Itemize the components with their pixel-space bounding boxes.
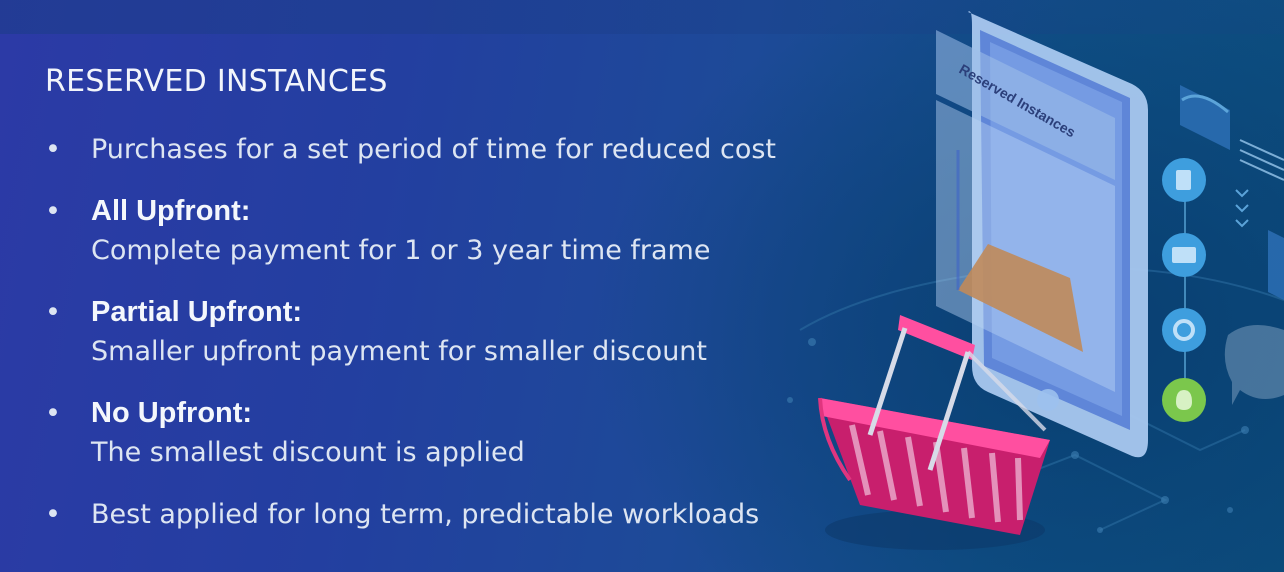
bullet-text: The smallest discount is applied bbox=[91, 437, 525, 468]
bullet-text: Complete payment for 1 or 3 year time fr… bbox=[91, 235, 711, 266]
bullet-text: Purchases for a set period of time for r… bbox=[91, 134, 776, 165]
bullet-dot: • bbox=[45, 398, 61, 429]
bullet-item: • Best applied for long term, predictabl… bbox=[45, 495, 845, 534]
slide-title: RESERVED INSTANCES bbox=[45, 64, 388, 99]
home-button-icon bbox=[1037, 389, 1059, 411]
bullet-item: • No Upfront: The smallest discount is a… bbox=[45, 394, 845, 472]
bullet-dot: • bbox=[45, 134, 61, 165]
bullet-item: • Purchases for a set period of time for… bbox=[45, 130, 845, 169]
bullet-dot: • bbox=[45, 297, 61, 328]
bullet-heading: No Upfront: bbox=[91, 397, 253, 429]
side-icon-column bbox=[1162, 158, 1206, 422]
chat-bubble-icon bbox=[1224, 325, 1284, 405]
bullet-dot: • bbox=[45, 196, 61, 227]
right-widgets bbox=[1180, 85, 1284, 405]
bullet-text: Smaller upfront payment for smaller disc… bbox=[91, 336, 708, 367]
gear-icon bbox=[1162, 308, 1206, 352]
bullet-dot: • bbox=[45, 499, 61, 530]
basket-icon bbox=[818, 315, 1050, 550]
top-band bbox=[0, 0, 1284, 34]
bullet-heading: All Upfront: bbox=[91, 195, 251, 227]
phone-header-panel bbox=[936, 30, 1115, 180]
bullet-list: • Purchases for a set period of time for… bbox=[45, 130, 845, 534]
bullet-text: Best applied for long term, predictable … bbox=[91, 499, 760, 530]
bullet-item: • All Upfront: Complete payment for 1 or… bbox=[45, 192, 845, 270]
chart-area-icon bbox=[958, 244, 1083, 352]
reserved-instances-illustration: Reserved Instances bbox=[787, 11, 1284, 550]
bullet-item: • Partial Upfront: Smaller upfront payme… bbox=[45, 293, 845, 371]
bullet-heading: Partial Upfront: bbox=[91, 296, 303, 328]
phone: Reserved Instances bbox=[936, 11, 1148, 458]
circuit-dots bbox=[787, 338, 1249, 533]
